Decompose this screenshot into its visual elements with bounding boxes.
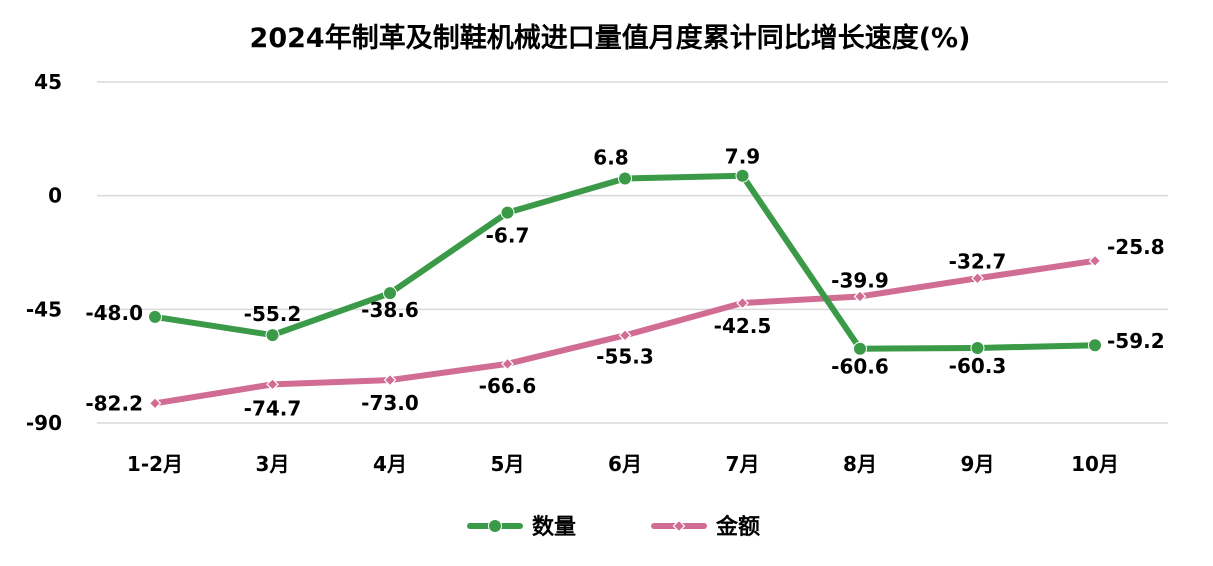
x-tick-label: 4月: [373, 452, 407, 476]
data-label-quantity: -48.0: [85, 301, 143, 325]
data-labels: -82.2 -74.7 -73.0 -66.6 -55.3 -42.5 -39.9 -32.7…: [85, 145, 1164, 421]
data-label-quantity: 7.9: [725, 145, 760, 169]
data-label-quantity: -38.6: [361, 298, 419, 322]
data-label-amount: -55.3: [596, 344, 654, 368]
data-label-amount: -74.7: [244, 396, 302, 420]
data-point-quantity: [853, 341, 867, 356]
legend: 数量 金额: [467, 514, 760, 540]
data-point-quantity: [148, 309, 162, 324]
series-layer: [148, 168, 1102, 410]
data-label-quantity: -59.2: [1107, 329, 1165, 353]
x-tick-label: 9月: [961, 452, 995, 476]
data-point-quantity: [383, 286, 397, 301]
x-tick-label: 10月: [1071, 452, 1119, 476]
legend-label: 金额: [715, 514, 760, 540]
data-label-amount: -25.8: [1107, 235, 1165, 259]
x-tick-label: 5月: [491, 452, 525, 476]
data-label-amount: -39.9: [831, 268, 889, 292]
data-point-amount: [736, 296, 749, 310]
x-axis: 1-2月 3月 4月 5月 6月 7月 8月 9月 10月: [127, 452, 1119, 476]
data-point-amount: [501, 357, 514, 371]
data-label-amount: -42.5: [714, 314, 772, 338]
data-point-amount: [1088, 254, 1102, 268]
legend-marker: [672, 519, 686, 533]
data-point-amount: [853, 290, 867, 303]
y-tick-label: 45: [34, 70, 62, 94]
grid-lines: [97, 81, 1168, 424]
data-point-amount: [148, 396, 162, 410]
data-point-quantity: [500, 205, 515, 220]
data-point-quantity: [970, 340, 985, 355]
y-tick-label: -90: [26, 411, 62, 435]
data-label-amount: -82.2: [85, 391, 143, 415]
data-label-quantity: -60.3: [949, 354, 1007, 378]
data-label-quantity: -6.7: [486, 224, 530, 248]
data-point-amount: [971, 271, 984, 285]
data-point-quantity: [735, 168, 750, 183]
data-label-quantity: -55.2: [244, 302, 302, 326]
data-label-quantity: -60.6: [831, 355, 889, 379]
data-point-amount: [266, 378, 279, 391]
data-point-quantity: [618, 171, 632, 186]
data-label-amount: -66.6: [479, 374, 537, 398]
x-tick-label: 3月: [256, 452, 290, 476]
legend-label: 数量: [532, 514, 576, 540]
y-tick-label: -45: [26, 297, 62, 321]
y-axis: 45 0 -45 -90: [26, 70, 62, 435]
x-tick-label: 6月: [608, 452, 642, 476]
data-label-amount: -32.7: [949, 249, 1007, 273]
x-tick-label: 8月: [843, 452, 877, 476]
data-point-amount: [383, 373, 397, 387]
data-point-quantity: [1088, 338, 1102, 353]
legend-marker: [488, 519, 502, 533]
x-tick-label: 7月: [726, 452, 760, 476]
data-point-quantity: [265, 328, 280, 343]
data-point-amount: [618, 329, 632, 342]
chart-title: 2024年制革及制鞋机械进口量值月度累计同比增长速度(%): [250, 22, 971, 54]
x-tick-label: 1-2月: [127, 452, 183, 476]
y-tick-label: 0: [48, 184, 62, 208]
data-label-quantity: 6.8: [593, 145, 628, 169]
data-label-amount: -73.0: [361, 391, 419, 415]
